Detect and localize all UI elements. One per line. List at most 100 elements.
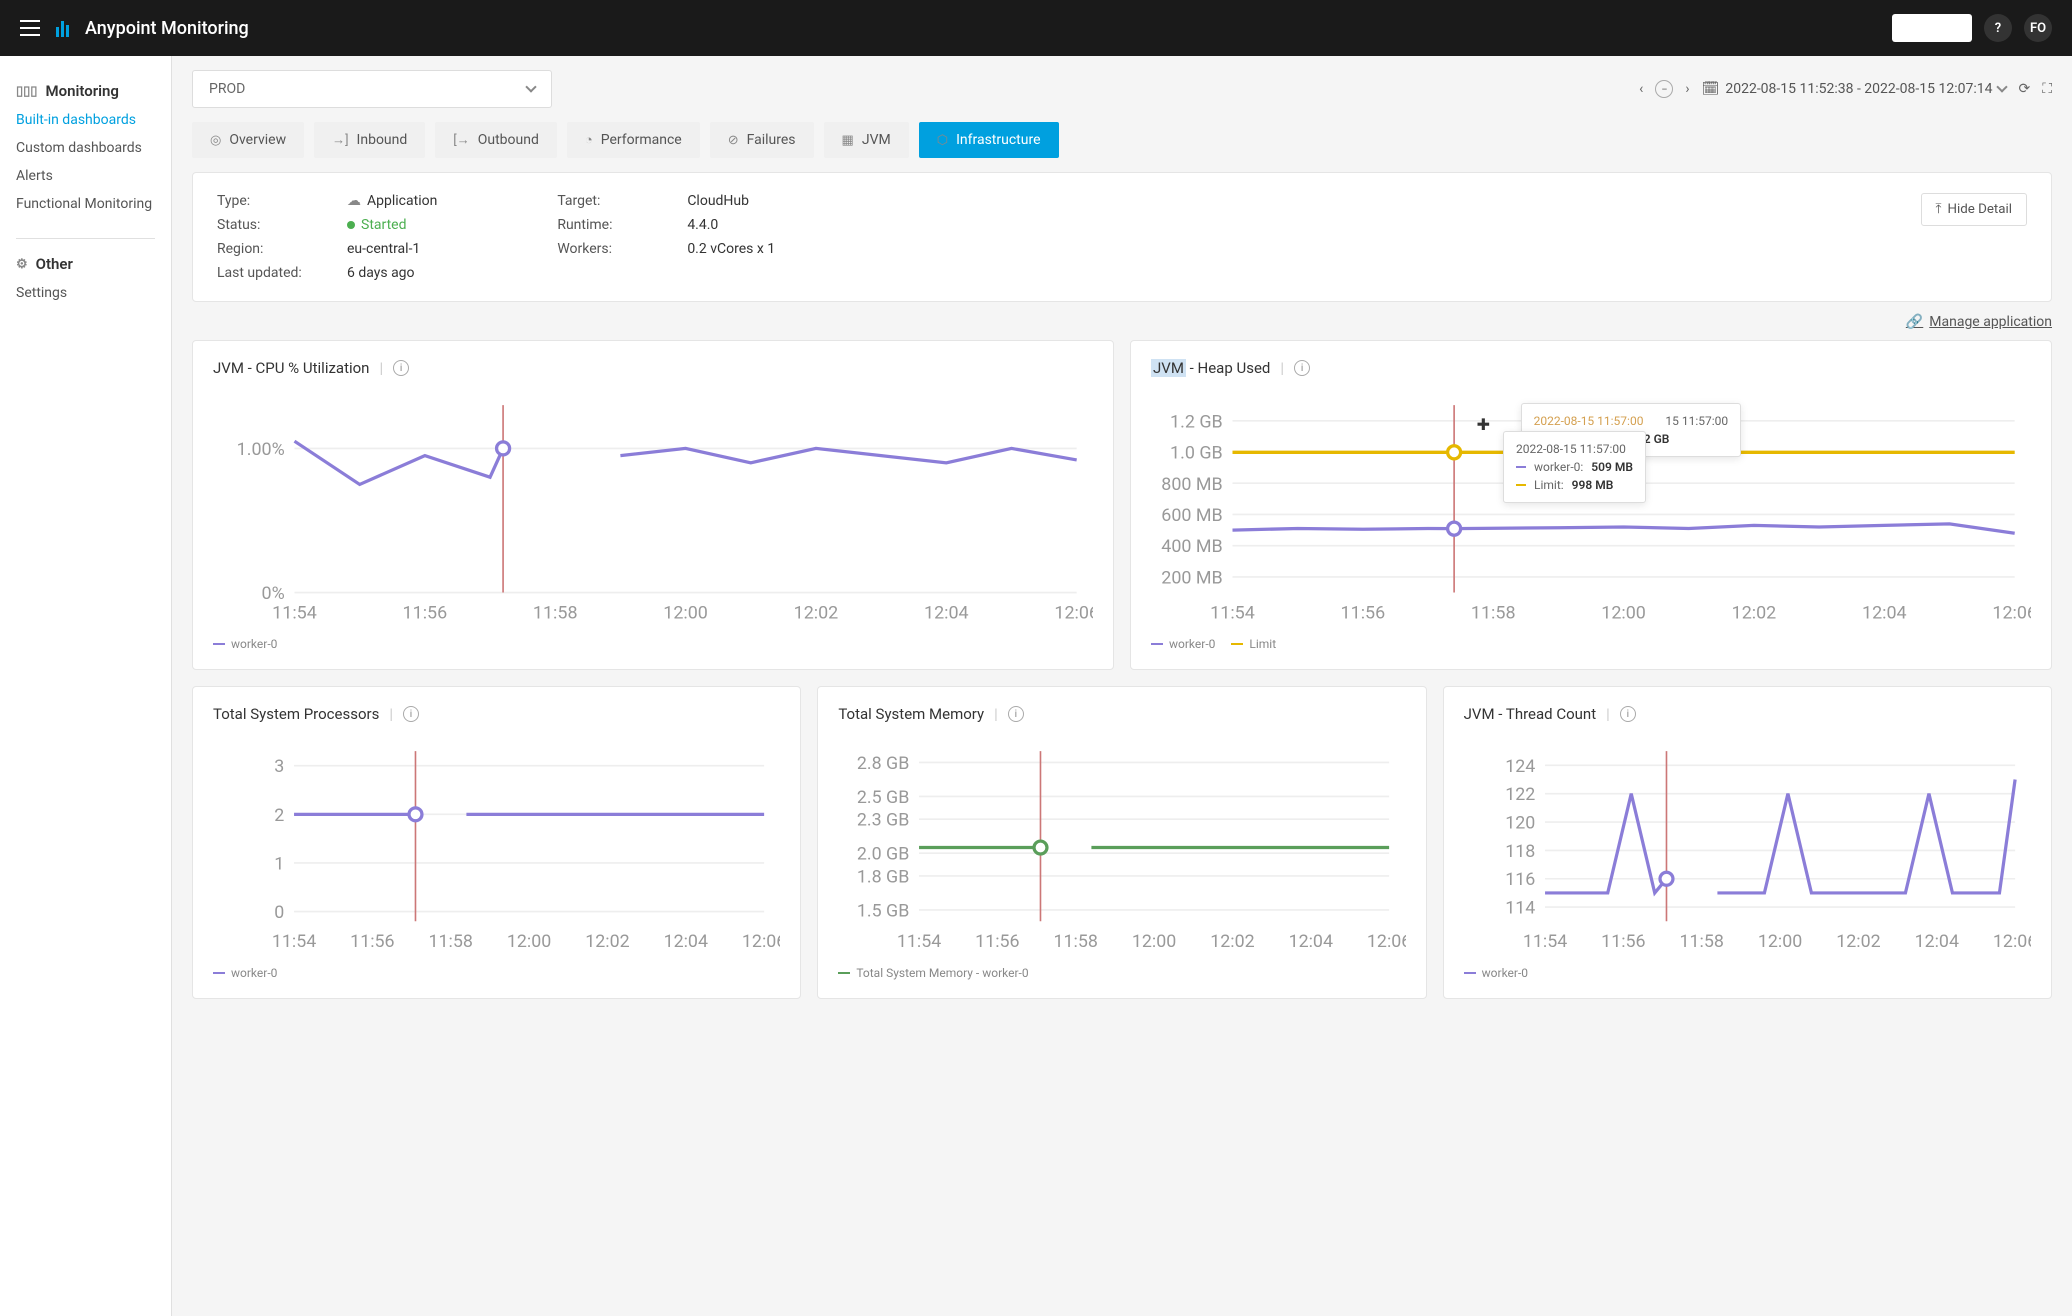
chart-title-text: JVM - CPU % Utilization [213,359,369,377]
svg-text:3: 3 [274,756,284,777]
svg-text:0: 0 [274,902,284,923]
sidebar-monitoring-header: ▯▯▯ Monitoring [0,76,171,106]
legend-item: worker-0 [213,966,277,980]
infrastructure-icon: ⬡ [937,133,948,148]
svg-text:11:54: 11:54 [272,931,316,952]
svg-text:12:04: 12:04 [1862,603,1907,624]
info-col-left: Type:☁Application Status:Started Region:eu… [217,193,437,281]
logo-icon [56,19,69,37]
svg-text:12:02: 12:02 [1211,931,1255,952]
sidebar-item-alerts[interactable]: Alerts [0,162,171,190]
legend-item: Limit [1231,637,1276,651]
sidebar-other-header: ⚙ Other [0,249,171,279]
crosshair-icon: ✚ [1477,415,1490,434]
svg-text:800 MB: 800 MB [1161,474,1222,495]
info-row: Target:CloudHub [557,193,775,209]
hide-detail-button[interactable]: ⤒ Hide Detail [1921,193,2027,226]
svg-text:11:56: 11:56 [976,931,1020,952]
tooltip: 2022-08-15 11:57:00worker-0:509 MBLimit:… [1503,431,1646,503]
svg-text:12:02: 12:02 [794,603,839,624]
manage-link-row: 🔗 Manage application [192,314,2052,330]
sidebar: ▯▯▯ Monitoring Built-in dashboards Custo… [0,56,172,1316]
zoom-out-icon[interactable]: − [1655,80,1673,98]
chart-svg: 0%1.00%11:5411:5611:5812:0012:0212:0412:… [213,397,1093,625]
tab-performance[interactable]: ◔Performance [567,122,700,158]
sidebar-item-settings[interactable]: Settings [0,279,171,307]
overview-icon: ◎ [210,133,221,148]
svg-text:1.0 GB: 1.0 GB [1170,443,1223,464]
svg-text:114: 114 [1505,898,1535,919]
svg-text:11:54: 11:54 [897,931,941,952]
svg-text:2.3 GB: 2.3 GB [857,810,909,831]
svg-text:118: 118 [1505,841,1535,862]
cloud-icon: ☁ [347,193,361,209]
svg-text:11:58: 11:58 [1471,603,1516,624]
tab-outbound[interactable]: [→Outbound [435,122,557,158]
svg-text:2.5 GB: 2.5 GB [857,787,909,808]
svg-text:1.8 GB: 1.8 GB [857,867,909,888]
svg-text:12:00: 12:00 [507,931,551,952]
monitoring-icon: ▯▯▯ [16,84,37,99]
svg-text:11:58: 11:58 [533,603,578,624]
chevron-down-icon [525,81,536,92]
sidebar-item-functional-monitoring[interactable]: Functional Monitoring [0,190,171,218]
sidebar-item-custom-dashboards[interactable]: Custom dashboards [0,134,171,162]
chevron-down-icon [1997,81,2008,92]
svg-text:1: 1 [274,854,284,875]
svg-text:11:56: 11:56 [1341,603,1386,624]
tab-failures[interactable]: ⊘Failures [710,122,814,158]
jvm-icon: ▦ [842,133,854,148]
help-button[interactable]: ? [1984,14,2012,42]
info-row: Status:Started [217,217,437,233]
legend-item: worker-0 [213,637,277,651]
nav-prev-icon[interactable]: ‹ [1639,81,1643,97]
status-dot-icon [347,221,355,229]
hamburger-icon[interactable] [20,20,40,36]
svg-text:0%: 0% [262,583,285,604]
user-avatar[interactable]: FO [2024,14,2052,42]
failures-icon: ⊘ [728,133,739,148]
chart-memory: Total System Memory | i 1.5 GB1.8 GB2.0 … [817,686,1426,999]
svg-text:600 MB: 600 MB [1161,505,1222,526]
svg-text:12:04: 12:04 [924,603,969,624]
refresh-icon[interactable]: ⟳ [2018,81,2030,97]
environment-select[interactable]: PROD [192,70,552,108]
info-row: Type:☁Application [217,193,437,209]
manage-application-link[interactable]: 🔗 Manage application [1906,314,2052,330]
sidebar-item-builtin-dashboards[interactable]: Built-in dashboards [0,106,171,134]
svg-text:120: 120 [1505,813,1535,834]
svg-text:12:04: 12:04 [1914,931,1958,952]
svg-text:12:06: 12:06 [1992,603,2031,624]
svg-text:12:04: 12:04 [1289,931,1333,952]
tab-jvm[interactable]: ▦JVM [824,122,909,158]
svg-text:124: 124 [1505,756,1535,777]
svg-text:12:00: 12:00 [1758,931,1802,952]
chart-processors: Total System Processors | i 012311:5411:… [192,686,801,999]
info-icon[interactable]: i [1620,706,1636,722]
svg-text:12:02: 12:02 [1836,931,1880,952]
info-icon[interactable]: i [403,706,419,722]
svg-text:12:06: 12:06 [1054,603,1093,624]
svg-text:12:06: 12:06 [742,931,780,952]
tab-overview[interactable]: ◎Overview [192,122,304,158]
svg-text:11:58: 11:58 [1679,931,1723,952]
svg-text:11:58: 11:58 [429,931,473,952]
collapse-icon: ⤒ [1936,202,1942,217]
tab-infrastructure[interactable]: ⬡Infrastructure [919,122,1059,158]
link-icon: 🔗 [1906,314,1923,330]
header-search-box[interactable] [1892,14,1972,42]
info-icon[interactable]: i [1008,706,1024,722]
tab-inbound[interactable]: →]Inbound [314,122,425,158]
nav-next-icon[interactable]: › [1685,81,1689,97]
chart-svg: 11411611812012212411:5411:5611:5812:0012… [1464,743,2031,954]
svg-text:1.5 GB: 1.5 GB [857,901,909,922]
fullscreen-icon[interactable]: ⛶ [2042,81,2052,97]
svg-text:12:00: 12:00 [663,603,708,624]
info-row: Region:eu-central-1 [217,241,437,257]
chart-title-text: JVM - Thread Count [1464,705,1596,723]
info-icon[interactable]: i [393,360,409,376]
app-title: Anypoint Monitoring [85,18,249,39]
info-icon[interactable]: i [1294,360,1310,376]
time-range-picker[interactable]: 🗓 2022-08-15 11:52:38 - 2022-08-15 12:07… [1702,81,2007,97]
svg-text:12:06: 12:06 [1367,931,1405,952]
